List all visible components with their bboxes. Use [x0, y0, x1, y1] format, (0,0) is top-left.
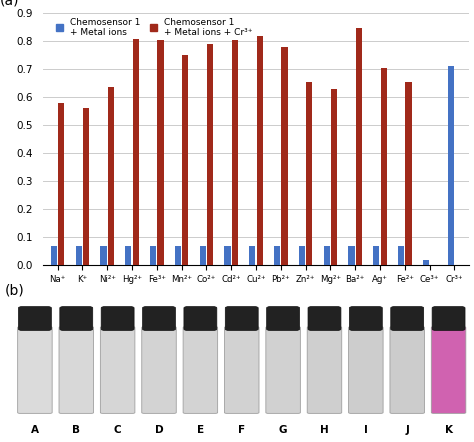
Bar	[224, 246, 230, 265]
Bar	[398, 246, 404, 265]
Text: E: E	[197, 426, 204, 435]
Text: (b): (b)	[5, 283, 25, 297]
Bar	[348, 246, 355, 265]
Legend: Chemosensor 1
+ Metal ions, Chemosensor 1
+ Metal ions + Cr³⁺: Chemosensor 1 + Metal ions, Chemosensor …	[56, 18, 253, 37]
Bar	[299, 246, 305, 265]
Bar	[150, 246, 156, 265]
Bar	[200, 246, 206, 265]
FancyBboxPatch shape	[266, 327, 301, 413]
Bar	[125, 246, 131, 265]
Bar	[83, 108, 89, 265]
FancyBboxPatch shape	[18, 307, 51, 331]
FancyBboxPatch shape	[142, 327, 176, 413]
Bar	[133, 39, 139, 265]
Bar	[331, 89, 337, 265]
FancyBboxPatch shape	[267, 307, 300, 331]
Bar	[423, 259, 429, 265]
FancyBboxPatch shape	[307, 327, 342, 413]
FancyBboxPatch shape	[59, 327, 93, 413]
FancyBboxPatch shape	[432, 307, 465, 331]
FancyBboxPatch shape	[431, 327, 466, 413]
Bar	[175, 246, 181, 265]
FancyBboxPatch shape	[225, 307, 258, 331]
FancyBboxPatch shape	[183, 327, 218, 413]
Bar	[447, 66, 454, 265]
Text: G: G	[279, 426, 287, 435]
Bar	[108, 87, 114, 265]
Bar	[373, 246, 379, 265]
FancyBboxPatch shape	[100, 327, 135, 413]
Bar	[58, 103, 64, 265]
FancyBboxPatch shape	[308, 307, 341, 331]
Text: F: F	[238, 426, 246, 435]
Text: J: J	[405, 426, 409, 435]
Text: A: A	[31, 426, 39, 435]
Bar	[282, 47, 288, 265]
Text: H: H	[320, 426, 329, 435]
Bar	[100, 246, 107, 265]
Text: B: B	[72, 426, 80, 435]
Text: C: C	[114, 426, 121, 435]
FancyBboxPatch shape	[349, 307, 383, 331]
Bar	[157, 40, 164, 265]
FancyBboxPatch shape	[391, 307, 424, 331]
Text: K: K	[445, 426, 453, 435]
Bar	[356, 28, 362, 265]
FancyBboxPatch shape	[348, 327, 383, 413]
Bar	[381, 68, 387, 265]
Bar	[51, 246, 57, 265]
FancyBboxPatch shape	[60, 307, 93, 331]
FancyBboxPatch shape	[18, 327, 52, 413]
Bar	[75, 246, 82, 265]
Bar	[256, 36, 263, 265]
Bar	[207, 44, 213, 265]
Text: (a): (a)	[0, 0, 19, 7]
Bar	[182, 55, 188, 265]
FancyBboxPatch shape	[184, 307, 217, 331]
Text: D: D	[155, 426, 164, 435]
Bar	[306, 82, 312, 265]
Bar	[249, 246, 255, 265]
FancyBboxPatch shape	[143, 307, 175, 331]
Bar	[232, 40, 238, 265]
FancyBboxPatch shape	[390, 327, 425, 413]
Bar	[405, 82, 411, 265]
Bar	[324, 246, 330, 265]
FancyBboxPatch shape	[101, 307, 134, 331]
Text: I: I	[364, 426, 368, 435]
Bar	[274, 246, 280, 265]
FancyBboxPatch shape	[225, 327, 259, 413]
